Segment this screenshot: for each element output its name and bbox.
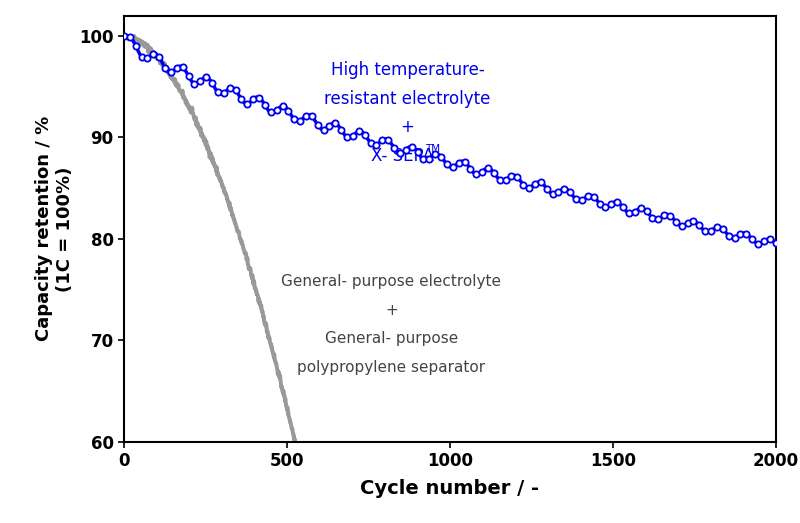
Text: resistant electrolyte: resistant electrolyte [325,90,491,108]
X-axis label: Cycle number / -: Cycle number / - [361,479,539,498]
Text: +: + [385,303,398,318]
Text: General- purpose electrolyte: General- purpose electrolyte [282,275,502,290]
Y-axis label: Capacity retention / %
(1C = 100%): Capacity retention / % (1C = 100%) [34,116,74,342]
Text: High temperature-: High temperature- [330,61,485,79]
Text: TM: TM [425,143,440,154]
Text: General- purpose: General- purpose [325,331,458,346]
Text: X- SEPA: X- SEPA [371,146,434,165]
Text: +: + [401,118,414,136]
Text: polypropylene separator: polypropylene separator [298,360,486,375]
